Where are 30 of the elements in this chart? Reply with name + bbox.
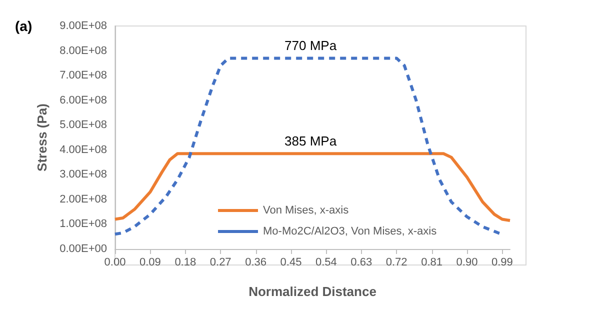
legend-label: Von Mises, x-axis <box>263 204 350 216</box>
x-tick-label: 0.72 <box>386 256 408 268</box>
x-tick-label: 0.18 <box>174 256 196 268</box>
y-tick-label: 8.00E+08 <box>60 44 107 57</box>
x-tick-label: 0.99 <box>491 256 513 268</box>
x-tick-label: 0.54 <box>315 256 337 268</box>
annotation: 770 MPa <box>284 38 338 54</box>
x-tick-label: 0.45 <box>280 256 302 268</box>
annotation: 385 MPa <box>284 134 338 149</box>
line-series <box>114 152 512 222</box>
y-tick-label: 2.00E+08 <box>60 193 107 206</box>
y-tick-label: 6.00E+08 <box>60 94 107 106</box>
x-tick-label: 0.81 <box>421 256 442 268</box>
chart-title: (a) <box>15 18 32 34</box>
x-tick-label: 0.00 <box>104 256 126 268</box>
x-tick-label: 0.63 <box>350 256 372 268</box>
y-tick-label: 4.00E+08 <box>60 144 107 156</box>
y-tick-label: 0.00E+00 <box>60 243 107 255</box>
y-tick-label: 3.00E+08 <box>60 168 107 181</box>
y-tick-label: 9.00E+08 <box>60 20 107 32</box>
y-axis-title: Stress (Pa) <box>34 104 50 172</box>
x-tick-label: 0.09 <box>139 256 161 268</box>
legend-label: Mo-Mo2C/Al2O3, Von Mises, x-axis <box>263 226 438 238</box>
y-tick-label: 5.00E+08 <box>60 119 107 132</box>
x-tick-label: 0.27 <box>210 256 232 268</box>
y-tick-label: 1.00E+08 <box>60 218 107 230</box>
y-tick-label: 7.00E+08 <box>60 70 107 82</box>
x-tick-label: 0.36 <box>245 256 267 268</box>
x-axis-title: Normalized Distance <box>248 284 376 299</box>
x-tick-label: 0.90 <box>456 256 478 268</box>
